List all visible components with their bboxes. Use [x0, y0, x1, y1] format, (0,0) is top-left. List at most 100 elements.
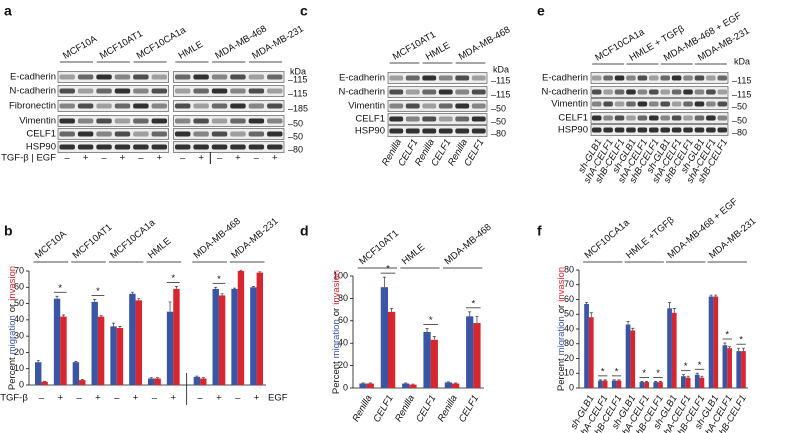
blot-band — [267, 131, 283, 137]
error-bar — [74, 361, 78, 363]
blot-strip — [57, 141, 169, 153]
error-bar — [446, 381, 450, 383]
y-label-part: invasion — [7, 266, 18, 301]
row-label: E-cadherin — [339, 73, 385, 84]
lane-label: – — [138, 153, 144, 164]
error-bar — [368, 382, 372, 384]
row-label: E-cadherin — [10, 72, 56, 83]
y-tick-label: 20 — [338, 360, 348, 370]
bar — [200, 378, 207, 385]
blot-band — [660, 115, 671, 121]
blot-band — [96, 103, 112, 109]
row-label: HSP90 — [26, 142, 56, 153]
group-label: MDA-MB-468 — [457, 24, 512, 62]
blot-band — [683, 89, 693, 95]
blot-band — [660, 89, 671, 95]
error-bar — [626, 321, 630, 325]
blot-band — [706, 75, 716, 81]
blot-band — [174, 74, 191, 80]
kda-marker: –50 — [732, 115, 747, 125]
group-label: MCF10A — [33, 228, 69, 261]
error-bar — [239, 269, 243, 271]
panel-letter: f — [537, 223, 542, 239]
error-bar — [118, 326, 122, 328]
blot-band — [660, 127, 671, 133]
y-label-part: or — [7, 304, 18, 312]
x-tick-label: – — [76, 393, 82, 404]
error-bar — [654, 381, 658, 383]
group-label: HMLE — [400, 242, 427, 267]
blot-strip — [173, 100, 285, 112]
bar — [598, 380, 603, 388]
blot-band — [211, 103, 228, 109]
blot-band — [211, 74, 228, 80]
blot-band — [114, 88, 131, 94]
error-bar — [585, 302, 589, 304]
y-tick-label: 70 — [564, 279, 574, 289]
bar — [193, 376, 201, 385]
error-bar — [390, 308, 394, 312]
blot-band — [591, 89, 602, 95]
blot-strip — [173, 85, 285, 97]
blot-band — [77, 103, 94, 109]
row-label: CELF1 — [558, 113, 588, 124]
lane-label: – — [101, 153, 107, 164]
blot-band — [706, 89, 716, 95]
bar — [366, 383, 374, 388]
group-label: MDA-MB-468 + EGF — [666, 196, 741, 261]
sig-mark: * — [725, 330, 729, 341]
error-bar — [700, 375, 704, 378]
error-bar — [99, 315, 103, 317]
group-label: MDA-MB-468 — [443, 222, 494, 267]
blot-band — [694, 89, 705, 95]
blot-band — [626, 89, 636, 95]
blot-band — [471, 89, 486, 95]
blot-band — [626, 127, 636, 133]
bar — [91, 301, 98, 385]
blot-band — [438, 75, 453, 81]
lane-label: + — [157, 153, 163, 164]
blot-band — [591, 115, 602, 121]
blot-strip — [57, 100, 169, 112]
panel-letter: d — [300, 223, 309, 239]
blot-band — [114, 144, 131, 150]
blot-band — [267, 88, 283, 94]
blot-band — [405, 89, 420, 95]
blot-strip — [173, 141, 285, 153]
blot-strip — [57, 115, 169, 127]
blot-band — [59, 74, 75, 80]
lane-label: – — [180, 153, 186, 164]
error-bar — [411, 383, 415, 385]
blot-band — [438, 103, 453, 109]
x-tick-label: CELF1 — [414, 393, 438, 424]
error-bar — [598, 379, 602, 381]
y-label-part: or — [556, 305, 567, 313]
blot-band — [77, 131, 94, 137]
blot-band — [267, 118, 283, 124]
kda-marker: –50 — [288, 131, 303, 141]
error-bar — [603, 379, 607, 381]
x-tick-label: + — [254, 393, 260, 404]
blot-band — [603, 75, 613, 81]
y-label-part: Percent — [7, 357, 18, 390]
error-bar — [709, 294, 713, 297]
blot-band — [151, 88, 168, 94]
blot-band — [422, 103, 437, 109]
y-axis-label: Percent migration or invasion — [556, 267, 567, 391]
blot-band — [133, 118, 149, 124]
error-bar — [233, 287, 237, 289]
blot-band — [614, 75, 625, 81]
blot-band — [77, 118, 94, 124]
blot-band — [193, 103, 209, 109]
y-tick-label: 10 — [14, 363, 24, 373]
blot-band — [717, 115, 728, 121]
bar — [671, 312, 677, 388]
blot-band — [614, 89, 625, 95]
blot-band — [248, 131, 265, 137]
error-bar — [36, 360, 40, 363]
blot-band — [96, 74, 112, 80]
error-bar — [640, 381, 644, 383]
blot-band — [603, 127, 613, 133]
error-bar — [714, 294, 718, 297]
blot-strip — [387, 72, 488, 84]
